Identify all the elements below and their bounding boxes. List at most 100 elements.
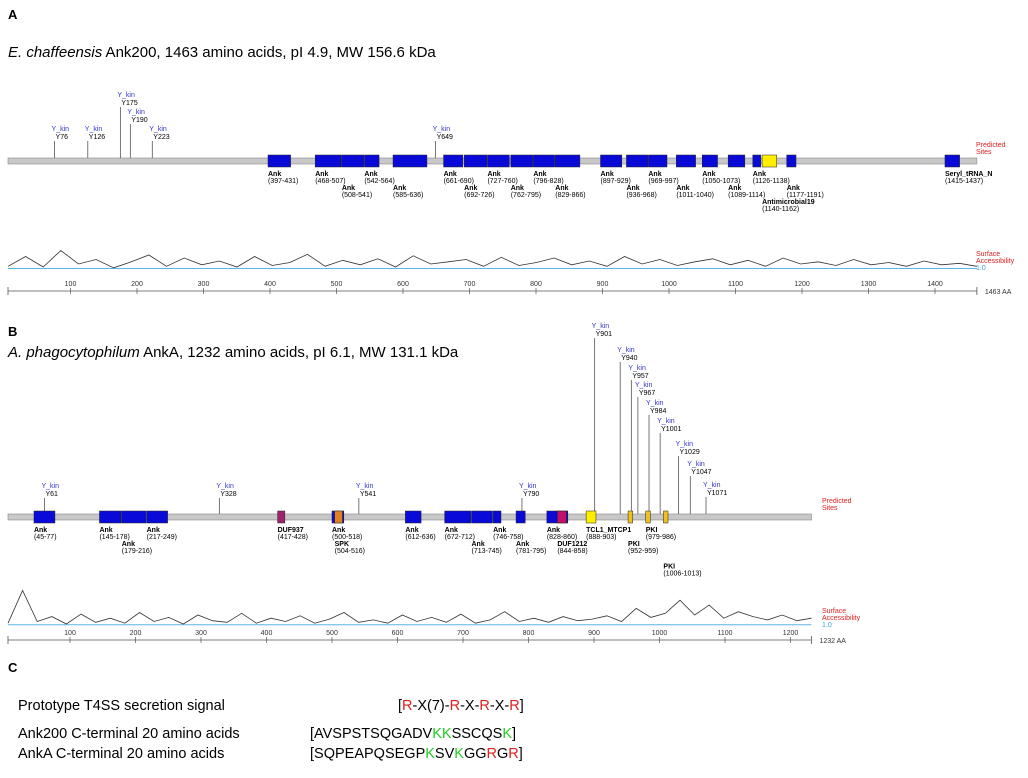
residue-segment: [ [398, 698, 402, 714]
domain [334, 510, 343, 524]
residue-segment: K [502, 726, 512, 742]
tick-label: 200 [131, 281, 143, 288]
residue-segment: ] [520, 698, 524, 714]
domain [676, 154, 696, 168]
legend-threshold: 1.0 [976, 265, 986, 272]
site-name: Y_kin [356, 483, 374, 490]
tick-label: 500 [326, 630, 338, 637]
tick-label: 1200 [794, 281, 810, 288]
domain [33, 510, 56, 524]
tick-label: 100 [65, 281, 77, 288]
site-name: Y_kin [635, 382, 653, 389]
tick-label: 400 [261, 630, 273, 637]
domain [267, 154, 291, 168]
site-name: Y_kin [149, 126, 167, 133]
residue-segment: R [508, 746, 518, 762]
site-residue: Y901 [596, 331, 612, 338]
site-residue: Y126 [89, 134, 105, 141]
species: A. phagocytophilum [7, 344, 140, 361]
domain [786, 154, 797, 168]
domain-range: (844-858) [557, 548, 587, 555]
domain-name: Ank [342, 185, 355, 192]
legend-sites: Sites [822, 505, 838, 512]
domain [99, 510, 122, 524]
domain-range: (397-431) [268, 178, 298, 185]
domain-name: Ank [753, 171, 766, 178]
site-residue: Y790 [523, 491, 539, 498]
sequence: [R-X(7)-R-X-R-X-R] [398, 698, 524, 714]
domain-name: Ank [511, 185, 524, 192]
domain [492, 510, 502, 524]
domain-name: Ank [787, 185, 800, 192]
domain-range: (45-77) [34, 534, 57, 541]
site-name: Y_kin [675, 441, 693, 448]
domain-range: (179-216) [122, 548, 152, 555]
domain-range: (713-745) [472, 548, 502, 555]
site-name: Y_kin [646, 400, 664, 407]
legend-sites: Sites [976, 149, 992, 156]
site-name: Y_kin [127, 109, 145, 116]
site-name: Y_kin [216, 483, 234, 490]
title-rest: AnkA, 1232 amino acids, pI 6.1, MW 131.1… [140, 344, 459, 361]
site-residue: Y1029 [679, 449, 699, 456]
residue-segment: G [497, 746, 508, 762]
domain [443, 154, 464, 168]
residue-segment: KK [432, 726, 452, 742]
domain-range: (969-997) [648, 178, 678, 185]
domain-name: Ank [493, 527, 506, 534]
site-name: Y_kin [592, 323, 610, 330]
domain-range: (692-726) [464, 192, 494, 199]
domain [314, 154, 342, 168]
domain [645, 510, 651, 524]
site-name: Y_kin [657, 418, 675, 425]
domain-range: (727-760) [487, 178, 517, 185]
site-name: Y_kin [117, 92, 135, 99]
domain-range: (468-507) [315, 178, 345, 185]
residue-segment: SSCQS [452, 726, 503, 742]
domain-range: (1050-1073) [702, 178, 740, 185]
domain-range: (585-636) [393, 192, 423, 199]
site-residue: Y957 [632, 373, 648, 380]
domain-name: Ank [676, 185, 689, 192]
domain-range: (661-690) [444, 178, 474, 185]
domain [364, 154, 380, 168]
domain-range: (1011-1040) [676, 192, 714, 199]
sequence: [AVSPSTSQGADVKKSSCQSK] [310, 726, 516, 742]
domain [510, 154, 533, 168]
domain-range: (828-860) [547, 534, 577, 541]
domain-name: Ank [728, 185, 741, 192]
site-name: Y_kin [628, 365, 646, 372]
domain-range: (1006-1013) [663, 570, 701, 577]
domain-range: (145-178) [99, 534, 129, 541]
domain-range: (936-968) [626, 192, 656, 199]
domain [557, 510, 567, 524]
domain-name: Ank [405, 527, 418, 534]
tick-label: 1400 [927, 281, 943, 288]
tick-label: 200 [130, 630, 142, 637]
panel-title: E. chaffeensis Ank200, 1463 amino acids,… [8, 44, 436, 61]
site-residue: Y1047 [691, 469, 711, 476]
domain-range: (979-986) [646, 534, 676, 541]
domain-name: SPK [335, 541, 349, 548]
tick-label: 300 [195, 630, 207, 637]
tick-label: 400 [264, 281, 276, 288]
domain-name: Ank [147, 527, 160, 534]
residue-segment: -X- [460, 698, 480, 714]
site-residue: Y1071 [707, 490, 727, 497]
tick-label: 700 [457, 630, 469, 637]
title-rest: Ank200, 1463 amino acids, pI 4.9, MW 156… [102, 44, 436, 61]
domain [487, 154, 510, 168]
domain-name: Ank [464, 185, 477, 192]
panel-letter: B [8, 324, 17, 339]
domain [944, 154, 960, 168]
domain-range: (1126-1138) [753, 178, 790, 185]
domain-name: Ank [34, 527, 47, 534]
site-residue: Y940 [621, 355, 637, 362]
legend-sites: Predicted [822, 498, 852, 505]
length-label: 1232 AA [819, 638, 846, 645]
domain [761, 154, 777, 168]
domain-name: Ank [122, 541, 135, 548]
domain [444, 510, 472, 524]
tick-label: 1100 [717, 630, 732, 637]
